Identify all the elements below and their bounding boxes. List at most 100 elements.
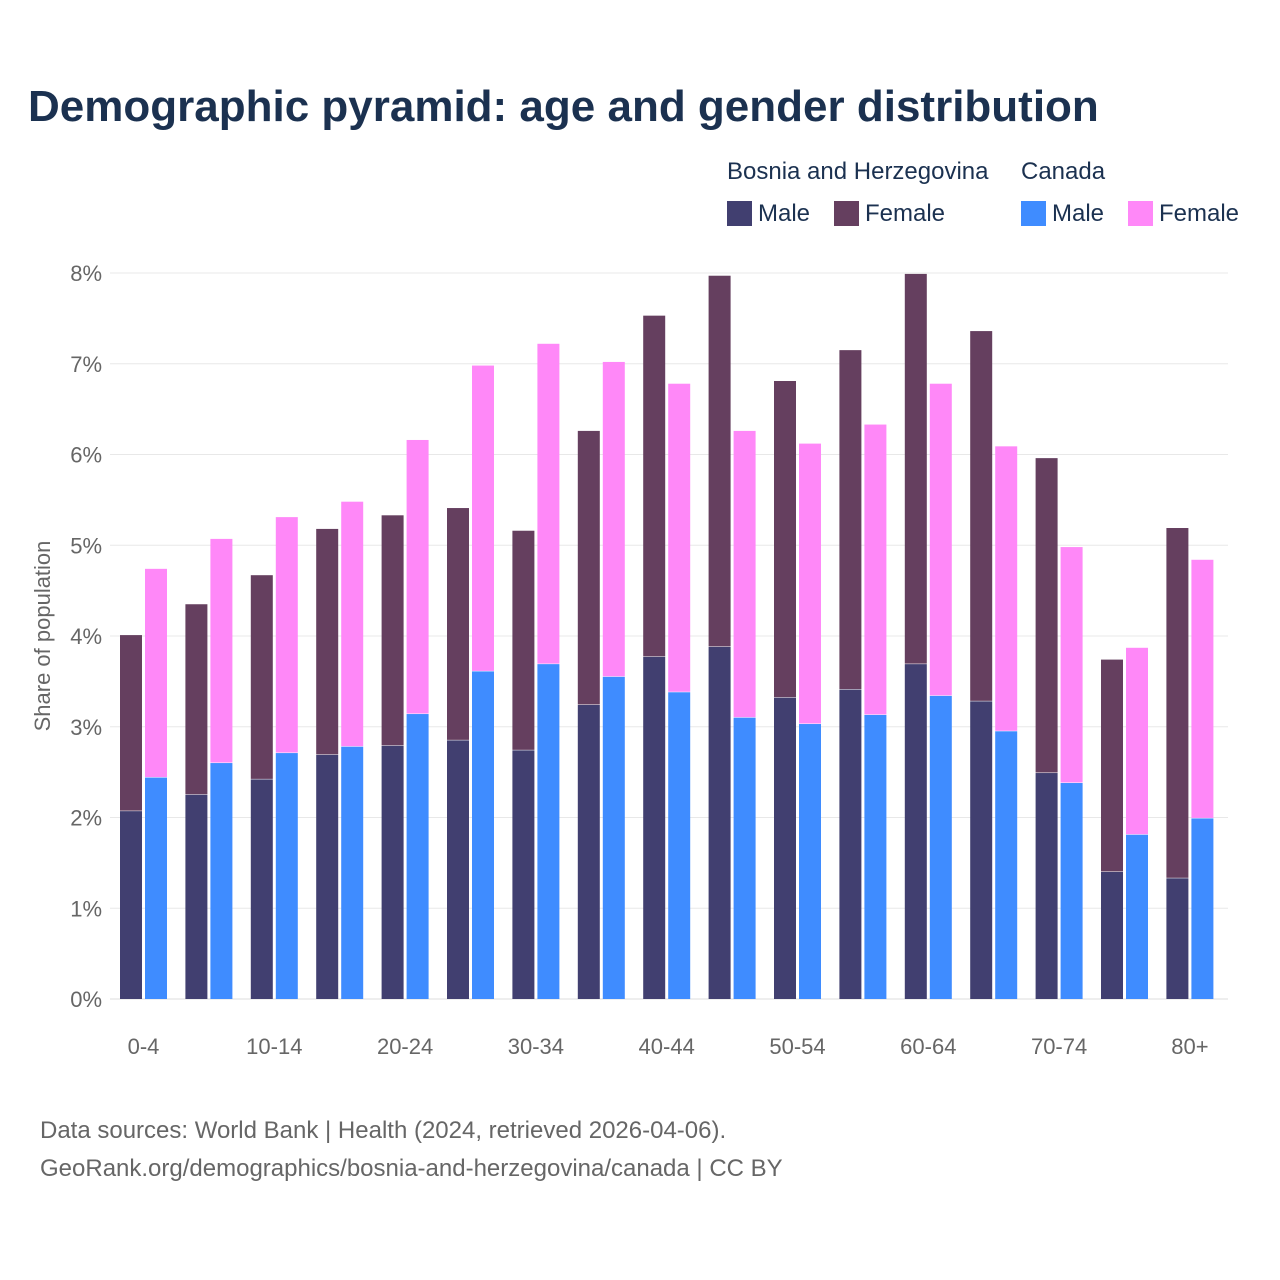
bar-bih-female-5-9: [185, 604, 208, 795]
x-tick-label: 30-34: [508, 1034, 564, 1059]
x-tick-label: 50-54: [769, 1034, 825, 1059]
bar-bih-female-10-14: [250, 575, 273, 779]
bar-bih-male-5-9: [185, 794, 208, 999]
y-tick-label: 0%: [70, 987, 102, 1012]
legend-label-can-male: Male: [1052, 200, 1105, 227]
x-tick-label: 80+: [1171, 1034, 1208, 1059]
bar-bih-male-0-4: [120, 811, 142, 999]
x-tick-label: 0-4: [128, 1034, 160, 1059]
bar-canada-female-55-59: [864, 424, 887, 715]
bar-bih-male-65-69: [970, 701, 993, 999]
bar-canada-female-15-19: [341, 501, 364, 747]
bar-bih-male-25-29: [447, 740, 469, 999]
bar-canada-male-70-74: [1060, 783, 1083, 999]
bar-bih-male-45-49: [708, 646, 731, 999]
bar-bih-female-55-59: [839, 350, 862, 690]
bar-bih-male-70-74: [1035, 773, 1058, 999]
source-url: GeoRank.org/demographics/bosnia-and-herz…: [40, 1155, 783, 1182]
legend-swatch-bih-female: [834, 201, 859, 226]
source-note: Data sources: World Bank | Health (2024,…: [40, 1117, 727, 1144]
x-tick-label: 10-14: [246, 1034, 302, 1059]
x-tick-label: 70-74: [1031, 1034, 1087, 1059]
bar-canada-female-80+: [1191, 559, 1214, 818]
bar-bih-female-70-74: [1035, 458, 1058, 773]
legend-label-bih-male: Male: [758, 200, 811, 227]
bar-canada-female-20-24: [406, 439, 429, 714]
bar-bih-female-25-29: [447, 508, 469, 740]
bar-canada-female-60-64: [929, 383, 952, 696]
y-tick-label: 3%: [70, 715, 102, 740]
legend-swatch-can-female: [1128, 201, 1153, 226]
bar-bih-female-45-49: [708, 275, 731, 647]
bar-canada-male-60-64: [929, 695, 952, 999]
bar-canada-male-75-79: [1126, 834, 1148, 999]
bar-bih-female-75-79: [1101, 659, 1123, 872]
bar-canada-female-10-14: [275, 517, 298, 753]
bar-canada-female-30-34: [537, 343, 560, 664]
legend-label-bih-female: Female: [865, 200, 946, 227]
bar-canada-male-25-29: [472, 671, 494, 999]
x-tick-label: 40-44: [639, 1034, 695, 1059]
bar-bih-female-15-19: [316, 528, 339, 755]
bar-canada-male-10-14: [275, 753, 298, 999]
y-tick-label: 8%: [70, 261, 102, 286]
bar-canada-female-45-49: [733, 430, 756, 718]
bar-canada-female-25-29: [472, 365, 494, 671]
bar-bih-male-60-64: [904, 664, 927, 999]
bar-bih-female-65-69: [970, 331, 993, 701]
bar-canada-male-15-19: [341, 746, 364, 999]
legend-group-bih: Bosnia and Herzegovina: [727, 158, 989, 185]
bar-bih-male-50-54: [774, 697, 796, 999]
bar-bih-female-40-44: [643, 315, 666, 657]
y-axis-label: Share of population: [30, 541, 55, 732]
bar-bih-male-30-34: [512, 750, 535, 999]
bar-bih-female-30-34: [512, 530, 535, 750]
y-tick-label: 2%: [70, 806, 102, 831]
bar-bih-female-50-54: [774, 380, 796, 698]
bar-canada-female-0-4: [145, 568, 167, 778]
bar-canada-female-35-39: [602, 361, 625, 677]
bar-canada-male-45-49: [733, 717, 756, 999]
bar-canada-female-70-74: [1060, 547, 1083, 783]
legend-swatch-can-male: [1021, 201, 1046, 226]
bar-canada-female-75-79: [1126, 647, 1148, 835]
chart-title: Demographic pyramid: age and gender dist…: [28, 82, 1099, 131]
bar-bih-female-80+: [1166, 528, 1189, 878]
legend-group-canada: Canada: [1021, 158, 1106, 185]
bar-bih-male-10-14: [250, 779, 273, 999]
bar-bih-male-20-24: [381, 745, 404, 999]
bar-canada-male-30-34: [537, 664, 560, 999]
legend-label-can-female: Female: [1159, 200, 1240, 227]
x-tick-label: 60-64: [900, 1034, 956, 1059]
bar-canada-male-0-4: [145, 777, 167, 999]
bar-canada-male-50-54: [799, 724, 821, 999]
bar-bih-male-15-19: [316, 754, 339, 999]
x-tick-label: 20-24: [377, 1034, 433, 1059]
bar-canada-male-55-59: [864, 714, 887, 999]
bar-canada-male-35-39: [602, 676, 625, 999]
y-tick-label: 5%: [70, 533, 102, 558]
y-tick-label: 4%: [70, 624, 102, 649]
bar-canada-male-80+: [1191, 818, 1214, 999]
bar-canada-male-5-9: [210, 763, 233, 999]
bar-bih-male-40-44: [643, 656, 666, 999]
bar-bih-female-20-24: [381, 515, 404, 746]
y-tick-label: 7%: [70, 352, 102, 377]
legend-swatch-bih-male: [727, 201, 752, 226]
bar-bih-male-35-39: [577, 704, 600, 999]
bar-canada-male-40-44: [668, 692, 691, 999]
bar-canada-female-50-54: [799, 443, 821, 724]
bar-canada-female-65-69: [995, 446, 1018, 731]
bar-canada-male-20-24: [406, 714, 429, 999]
bar-canada-female-40-44: [668, 383, 691, 692]
y-tick-label: 1%: [70, 896, 102, 921]
bar-bih-female-35-39: [577, 430, 600, 705]
bar-canada-male-65-69: [995, 731, 1018, 999]
bar-bih-male-80+: [1166, 878, 1189, 999]
bar-bih-male-75-79: [1101, 871, 1123, 999]
bar-bih-female-60-64: [904, 273, 927, 664]
bar-bih-female-0-4: [120, 635, 142, 811]
bar-canada-female-5-9: [210, 538, 233, 763]
